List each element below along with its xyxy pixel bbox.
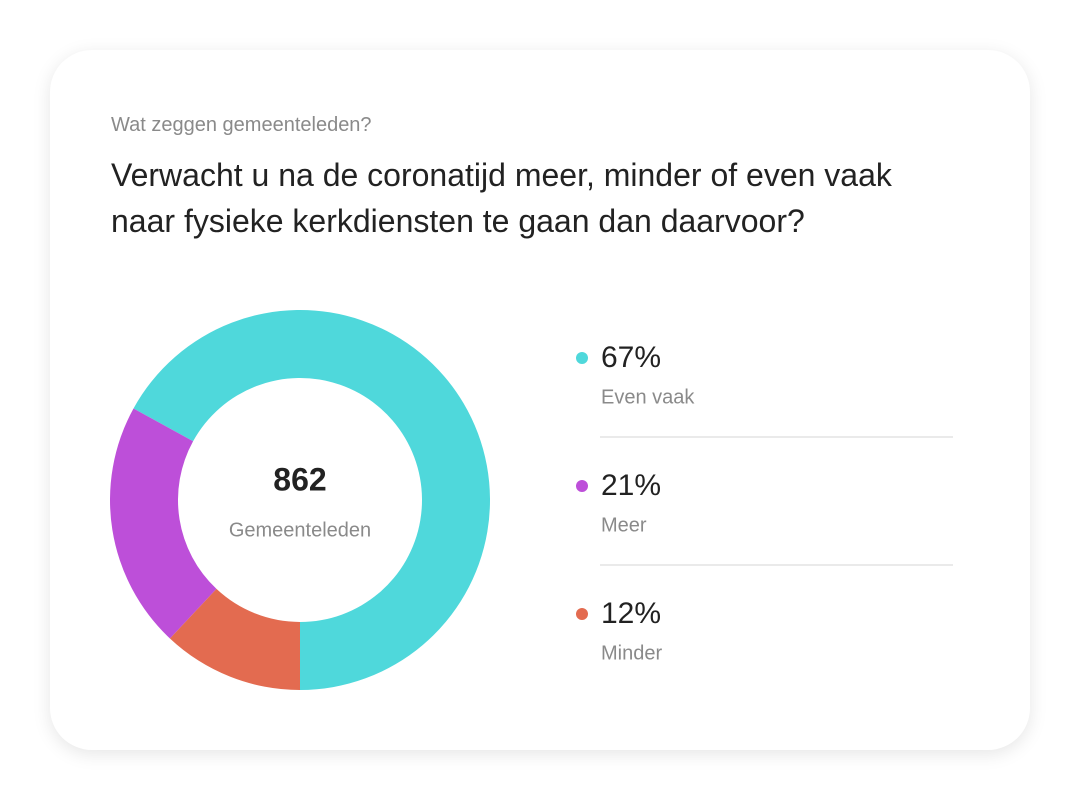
legend-marker <box>576 352 588 364</box>
chart-title: Verwacht u na de coronatijd meer, minder… <box>111 157 892 239</box>
legend-marker <box>576 608 588 620</box>
chart-subtitle: Wat zeggen gemeenteleden? <box>111 114 372 136</box>
legend-label: Even vaak <box>601 386 695 408</box>
center-label: Gemeenteleden <box>229 519 371 541</box>
legend-label: Minder <box>601 642 662 664</box>
legend-value: 12% <box>601 597 661 630</box>
donut-slice <box>110 408 217 639</box>
center-value: 862 <box>273 461 326 497</box>
donut-slice <box>133 310 491 690</box>
legend-label: Meer <box>601 514 647 536</box>
legend-marker <box>576 480 588 492</box>
legend-value: 67% <box>601 341 661 374</box>
donut-slice <box>169 588 300 690</box>
legend-value: 21% <box>601 469 661 502</box>
